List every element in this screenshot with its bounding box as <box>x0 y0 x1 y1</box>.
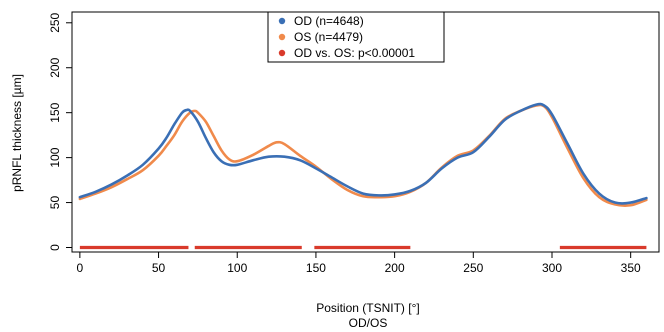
legend-label-os: OS (n=4479) <box>294 30 363 44</box>
x-tick-label: 150 <box>306 261 326 275</box>
series-line-os <box>78 103 648 207</box>
x-tick-label: 50 <box>152 261 166 275</box>
x-tick-label: 0 <box>77 261 84 275</box>
x-axis-subtitle: OD/OS <box>349 316 388 330</box>
legend-label-significance: OD vs. OS: p<0.00001 <box>294 46 415 60</box>
y-tick-label: 50 <box>48 196 62 210</box>
y-axis-title: pRNFL thickness [µm] <box>10 74 24 192</box>
legend: OD (n=4648) OS (n=4479) OD vs. OS: p<0.0… <box>267 11 445 63</box>
x-tick-label: 350 <box>621 261 641 275</box>
x-tick-label: 200 <box>385 261 405 275</box>
plot-lines <box>78 102 648 250</box>
axes: 0 50 100 150 200 250 0 50 100 150 200 250 300 350 <box>48 11 660 275</box>
y-tick-label: 200 <box>48 57 62 77</box>
legend-box <box>267 11 445 63</box>
x-tick-label: 300 <box>542 261 562 275</box>
y-tick-label: 250 <box>48 12 62 32</box>
y-tick-label: 0 <box>48 244 62 251</box>
legend-label-od: OD (n=4648) <box>294 14 364 28</box>
y-tick-label: 100 <box>48 147 62 167</box>
y-tick-label: 150 <box>48 102 62 122</box>
legend-marker-od <box>278 17 286 25</box>
x-tick-label: 100 <box>227 261 247 275</box>
legend-marker-os <box>278 33 286 41</box>
x-axis-title: Position (TSNIT) [°] <box>316 301 419 315</box>
legend-marker-significance <box>278 49 286 57</box>
series-line-od <box>78 102 648 205</box>
x-tick-label: 250 <box>463 261 483 275</box>
